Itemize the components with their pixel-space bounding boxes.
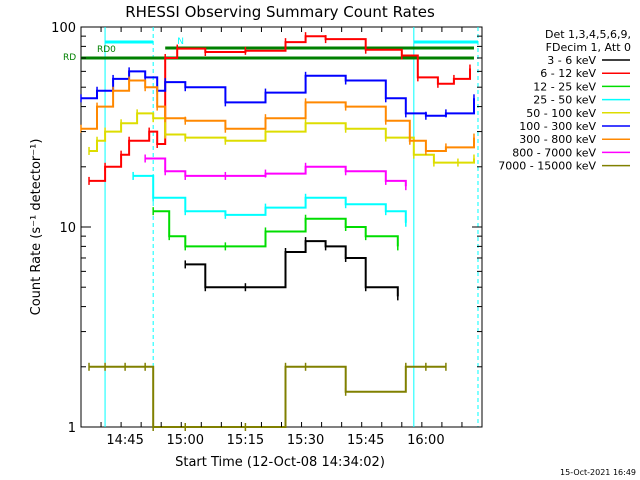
y-tick-label: 10 [59,221,76,236]
legend-label: 50 - 100 keV [526,107,596,120]
legend-label: 12 - 25 keV [533,80,596,93]
saa-label: RD0 [97,45,116,55]
x-tick-label: 15:00 [167,433,204,448]
legend-header-2: FDecim 1, Att 0 [546,41,631,54]
legend-label: 25 - 50 keV [533,94,596,107]
x-tick-label: 15:45 [347,433,384,448]
y-axis-label: Count Rate (s⁻¹ detector⁻¹) [29,139,44,316]
x-tick-label: 16:00 [407,433,444,448]
legend-header-1: Det 1,3,4,5,6,9, [545,28,631,41]
y-tick-label: 1 [68,421,76,436]
saa-label: RD [63,53,76,63]
legend-label: 3 - 6 keV [547,54,596,67]
y-tick-label: 100 [51,21,76,36]
series-line [145,157,407,187]
legend-label: 7000 - 15000 keV [498,160,596,173]
x-ticks: 14:45 15:00 15:15 15:30 15:45 16:00 [80,27,483,448]
legend: Det 1,3,4,5,6,9, FDecim 1, Att 0 3 - 6 k… [498,28,631,173]
x-tick-label: 15:15 [227,433,264,448]
chart-title: RHESSI Observing Summary Count Rates [125,3,435,21]
legend-label: 300 - 800 keV [519,133,596,146]
legend-label: 800 - 7000 keV [512,146,596,159]
legend-label: 6 - 12 keV [540,67,596,80]
series-line [185,240,399,297]
night-label: N [177,37,184,47]
legend-label: 100 - 300 keV [519,120,596,133]
x-axis-label: Start Time (12-Oct-08 14:34:02) [175,455,385,470]
footer-date: 15-Oct-2021 16:49 [560,468,636,477]
series-line [89,365,446,428]
series-group [80,32,475,431]
y-ticks: 1 10 100 [51,21,482,436]
series-line [153,210,399,248]
x-tick-label: 15:30 [287,433,324,448]
x-tick-label: 14:45 [106,433,143,448]
